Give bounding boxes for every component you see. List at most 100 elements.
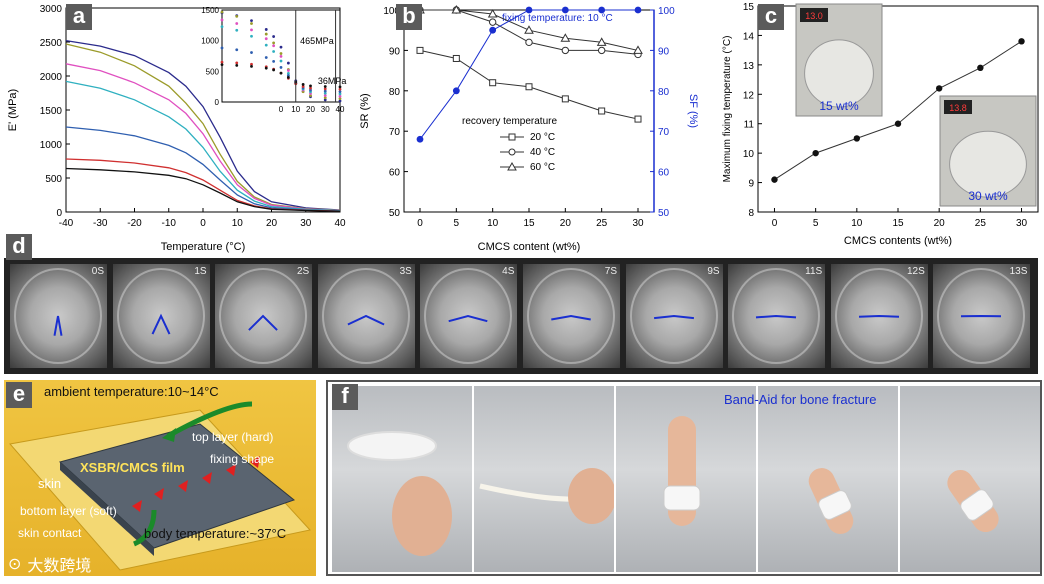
x-tick-label: 0 bbox=[772, 218, 778, 229]
x-tick-label: 10 bbox=[851, 218, 863, 229]
x-tick-label: -20 bbox=[127, 218, 142, 229]
recovery-frame: 4S bbox=[420, 264, 518, 368]
x-tick-label: 40 bbox=[334, 218, 346, 229]
inset-point bbox=[338, 85, 342, 89]
inset-point bbox=[301, 83, 305, 86]
inset-annotation: 465MPa bbox=[300, 36, 334, 46]
panel-c: 0 5 10 15 20 25 30 8 9 10 11 12 13 14 15 CMCS contents … bbox=[702, 0, 1044, 255]
film-shape-line bbox=[858, 314, 899, 318]
y-tick-label: 3000 bbox=[40, 4, 63, 15]
inset-point bbox=[323, 98, 327, 102]
chart-c: 0 5 10 15 20 25 30 8 9 10 11 12 13 14 15 CMCS contents … bbox=[722, 2, 1039, 247]
y-tick-label: 1500 bbox=[40, 106, 63, 117]
x-tick-label: 15 bbox=[892, 218, 904, 229]
inset-point bbox=[279, 66, 283, 69]
film-shape-line bbox=[756, 314, 797, 319]
y-tick-label: 90 bbox=[389, 46, 401, 57]
recovery-frame: 7S bbox=[523, 264, 620, 368]
y2-tick-label: 80 bbox=[658, 87, 670, 98]
petri-dish bbox=[116, 268, 205, 364]
shape-indicator bbox=[756, 314, 797, 319]
inset-x-tick-label: 40 bbox=[336, 105, 345, 114]
inset-point bbox=[264, 43, 268, 47]
data-point bbox=[596, 37, 607, 46]
ambient-label: ambient temperature:10~14°C bbox=[44, 384, 219, 399]
data-point bbox=[771, 176, 778, 183]
shape-indicator bbox=[858, 314, 899, 318]
data-point bbox=[561, 95, 569, 103]
film-shape-line bbox=[347, 314, 385, 326]
inset-point bbox=[323, 89, 327, 93]
inset-display bbox=[800, 8, 828, 22]
inset-point bbox=[272, 50, 276, 53]
x-tick-label: 20 bbox=[266, 218, 278, 229]
inset-point bbox=[264, 56, 268, 59]
y-tick-label: 0 bbox=[56, 208, 62, 219]
photo-3 bbox=[616, 386, 758, 572]
chart-a: -40 -30 -20 -10 0 10 20 30 400500100015002000250… bbox=[7, 4, 346, 253]
shape-indicator bbox=[653, 314, 694, 320]
data-point bbox=[487, 9, 498, 18]
photo-1 bbox=[332, 386, 474, 572]
panel-a: -40 -30 -20 -10 0 10 20 30 40 0 500 1000 1500 2000 250… bbox=[0, 0, 352, 255]
data-point bbox=[633, 45, 643, 54]
recovery-frame: 12S bbox=[830, 264, 928, 368]
recovery-frame: 11S bbox=[728, 264, 826, 368]
inset-point bbox=[338, 90, 342, 94]
inset-point bbox=[286, 69, 290, 72]
inset-point bbox=[309, 84, 312, 88]
inset-point bbox=[301, 85, 305, 88]
series-line bbox=[65, 39, 341, 211]
shape-indicator bbox=[961, 314, 1002, 318]
inset-point bbox=[264, 32, 268, 36]
x-axis-label: CMCS content (wt%) bbox=[478, 241, 581, 253]
inset-point bbox=[323, 85, 327, 88]
y-tick-label: 2500 bbox=[40, 38, 63, 49]
recovery-frame: 9S bbox=[625, 264, 723, 368]
inset-y-tick-label: 1000 bbox=[201, 37, 219, 46]
y-tick-label: 500 bbox=[45, 174, 62, 185]
band-aid-caption: Band-Aid for bone fracture bbox=[724, 392, 877, 407]
inset-dish bbox=[804, 39, 874, 108]
inset-point bbox=[338, 94, 342, 98]
inset-point bbox=[250, 19, 253, 23]
band-roll bbox=[347, 431, 437, 461]
x-axis-label: Temperature (°C) bbox=[161, 241, 245, 253]
inset-label: 15 wt% bbox=[819, 99, 859, 113]
x-tick-label: 30 bbox=[300, 218, 312, 229]
photo-1-graphic bbox=[347, 431, 452, 556]
data-point bbox=[416, 135, 424, 143]
inset-point bbox=[272, 35, 276, 38]
data-point bbox=[560, 33, 571, 42]
series-line bbox=[65, 126, 341, 212]
petri-dish bbox=[219, 268, 308, 364]
data-point bbox=[977, 64, 984, 72]
data-point bbox=[416, 46, 424, 54]
inset-point bbox=[264, 28, 268, 31]
inset-label: 30 wt% bbox=[968, 189, 1008, 203]
y-tick-label: 12 bbox=[743, 90, 755, 101]
data-point bbox=[894, 120, 902, 127]
shape-indicator bbox=[551, 314, 591, 321]
inset-point bbox=[235, 22, 239, 25]
x-tick-label: 20 bbox=[934, 218, 946, 229]
panel-b: 0 5 10 15 20 25 30 50 60 70 80 90 100 50 60 70 80 90 100 CM… bbox=[352, 0, 702, 255]
inset-point bbox=[264, 66, 268, 70]
recovery-frame: 2S bbox=[215, 264, 313, 368]
fingers bbox=[568, 468, 614, 524]
recovery-frame: 3S bbox=[317, 264, 415, 368]
series-line bbox=[65, 80, 341, 212]
inset-y-tick-label: 500 bbox=[206, 67, 220, 76]
bottom-arrow-path bbox=[132, 509, 157, 547]
inset-point bbox=[279, 71, 283, 75]
x-tick-label: 0 bbox=[200, 218, 206, 229]
data-point bbox=[853, 135, 861, 142]
heat-arrows bbox=[132, 456, 260, 512]
frame-time-label: 4S bbox=[502, 266, 515, 277]
panel-c-tag: c bbox=[758, 4, 784, 30]
x-tick-label: -40 bbox=[59, 218, 74, 229]
data-point bbox=[812, 149, 819, 157]
y-tick-label: 14 bbox=[743, 31, 755, 42]
inset-display bbox=[944, 100, 972, 114]
legend-label: 40 °C bbox=[530, 147, 555, 158]
